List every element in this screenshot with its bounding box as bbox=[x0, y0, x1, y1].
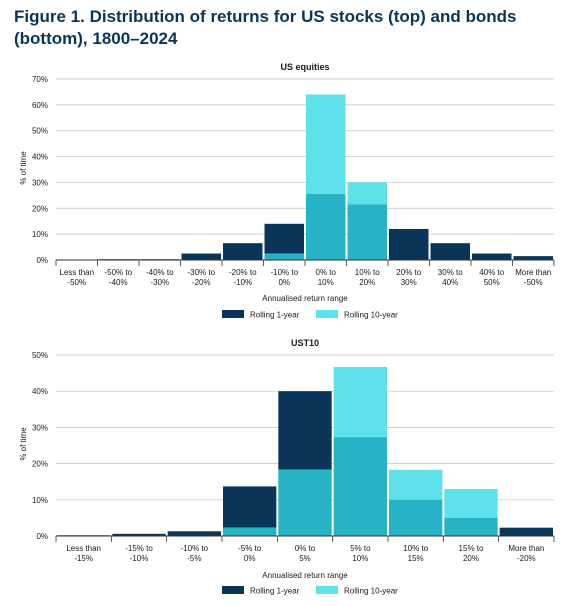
equities-x-tick-label: -10% bbox=[233, 278, 252, 287]
ust10-overlap-bar bbox=[389, 499, 443, 536]
equities-x-tick-label: 20% bbox=[359, 278, 375, 287]
equities-x-tick-label: 40% bbox=[442, 278, 458, 287]
ust10-overlap-bar bbox=[444, 517, 498, 536]
ust10-x-tick-label: -10% to bbox=[181, 544, 209, 553]
equities-rolling-1-year-bar bbox=[472, 253, 512, 260]
ust10-rolling-1-year-bar bbox=[167, 531, 221, 536]
equities-x-tick-label: 20% to bbox=[396, 268, 421, 277]
equities-x-tick-label: Less than bbox=[59, 268, 94, 277]
ust10-x-tick-label: -20% bbox=[517, 554, 536, 563]
equities-overlap-bar bbox=[347, 204, 387, 260]
equities-x-tick-label: -40% to bbox=[146, 268, 174, 277]
equities-rolling-1-year-bar bbox=[264, 223, 304, 254]
equities-y-tick-label: 10% bbox=[32, 230, 48, 239]
equities-rolling-1-year-bar bbox=[389, 228, 429, 260]
equities-x-tick-label: 0% to bbox=[316, 268, 337, 277]
ust10-y-tick-label: 20% bbox=[32, 460, 48, 469]
equities-legend-swatch-rolling-1-year bbox=[222, 310, 244, 318]
equities-x-tick-label: -50% bbox=[524, 278, 543, 287]
ust10-x-tick-label: -15% bbox=[74, 554, 93, 563]
ust10-y-tick-label: 50% bbox=[32, 351, 48, 360]
ust10-x-tick-label: -10% bbox=[130, 554, 149, 563]
ust10-rolling-10-year-bar bbox=[444, 488, 498, 518]
equities-x-tick-label: -30% bbox=[150, 278, 169, 287]
ust10-legend-swatch-rolling-10-year bbox=[316, 586, 338, 594]
ust10-x-axis-label: Annualised return range bbox=[262, 571, 348, 580]
equities-x-tick-label: -20% to bbox=[229, 268, 257, 277]
figure-title: Figure 1. Distribution of returns for US… bbox=[14, 7, 517, 48]
equities-overlap-bar bbox=[306, 194, 346, 260]
ust10-x-tick-label: Less than bbox=[66, 544, 101, 553]
equities-rolling-10-year-bar bbox=[347, 182, 387, 205]
ust10-overlap-bar bbox=[333, 437, 387, 536]
ust10-x-tick-label: 5% to bbox=[350, 544, 371, 553]
equities-y-axis-label: % of time bbox=[19, 151, 28, 185]
equities-x-tick-label: 10% to bbox=[355, 268, 380, 277]
ust10-rolling-1-year-bar bbox=[499, 527, 553, 536]
ust10-x-tick-label: -5% bbox=[187, 554, 201, 563]
ust10-overlap-bar bbox=[223, 527, 277, 536]
equities-rolling-1-year-bar bbox=[181, 253, 221, 260]
ust10-x-tick-label: 10% bbox=[352, 554, 368, 563]
equities-x-tick-label: -10% to bbox=[270, 268, 298, 277]
equities-rolling-10-year-bar bbox=[306, 94, 346, 195]
equities-overlap-bar bbox=[264, 253, 304, 260]
equities-x-tick-label: -40% bbox=[109, 278, 128, 287]
ust10-legend-swatch-rolling-1-year bbox=[222, 586, 244, 594]
ust10-y-axis-label: % of time bbox=[19, 427, 28, 461]
equities-legend-swatch-rolling-10-year bbox=[316, 310, 338, 318]
equities-x-tick-label: 10% bbox=[318, 278, 334, 287]
ust10-rolling-10-year-bar bbox=[333, 366, 387, 438]
equities-x-tick-label: -50% to bbox=[104, 268, 132, 277]
equities-chart-title: US equities bbox=[280, 62, 329, 72]
equities-x-tick-label: 30% bbox=[401, 278, 417, 287]
ust10-x-tick-label: 15% to bbox=[459, 544, 484, 553]
equities-y-tick-label: 30% bbox=[32, 178, 48, 187]
ust10-legend-label-rolling-1-year: Rolling 1-year bbox=[250, 587, 300, 596]
equities-x-tick-label: 50% bbox=[484, 278, 500, 287]
ust10-x-tick-label: -15% to bbox=[125, 544, 153, 553]
equities-rolling-1-year-bar bbox=[430, 243, 470, 260]
ust10-x-tick-label: More than bbox=[508, 544, 544, 553]
ust10-x-tick-label: 15% bbox=[408, 554, 424, 563]
ust10-x-tick-label: 0% to bbox=[295, 544, 316, 553]
equities-y-tick-label: 50% bbox=[32, 127, 48, 136]
equities-x-tick-label: -20% bbox=[192, 278, 211, 287]
equities-x-tick-label: 30% to bbox=[438, 268, 463, 277]
equities-rolling-1-year-bar bbox=[223, 243, 263, 260]
ust10-y-tick-label: 40% bbox=[32, 387, 48, 396]
equities-x-tick-label: -30% to bbox=[187, 268, 215, 277]
ust10-x-tick-label: 10% to bbox=[403, 544, 428, 553]
ust10-x-tick-label: 0% bbox=[244, 554, 256, 563]
ust10-y-tick-label: 10% bbox=[32, 496, 48, 505]
equities-x-tick-label: More than bbox=[515, 268, 551, 277]
equities-y-tick-label: 20% bbox=[32, 204, 48, 213]
ust10-y-tick-label: 30% bbox=[32, 423, 48, 432]
equities-x-tick-label: 0% bbox=[278, 278, 290, 287]
ust10-rolling-1-year-bar bbox=[278, 391, 332, 470]
equities-y-tick-label: 0% bbox=[36, 256, 48, 265]
ust10-legend-label-rolling-10-year: Rolling 10-year bbox=[344, 587, 398, 596]
equities-rolling-1-year-bar bbox=[513, 256, 553, 260]
equities-y-tick-label: 40% bbox=[32, 153, 48, 162]
ust10-rolling-1-year-bar bbox=[223, 486, 277, 528]
ust10-x-tick-label: -5% to bbox=[238, 544, 262, 553]
ust10-chart-title: UST10 bbox=[291, 338, 319, 348]
equities-legend-label-rolling-1-year: Rolling 1-year bbox=[250, 311, 300, 320]
ust10-rolling-1-year-bar bbox=[112, 533, 166, 536]
equities-x-axis-label: Annualised return range bbox=[262, 294, 348, 303]
equities-legend-label-rolling-10-year: Rolling 10-year bbox=[344, 311, 398, 320]
equities-y-tick-label: 70% bbox=[32, 75, 48, 84]
ust10-overlap-bar bbox=[278, 469, 332, 536]
equities-x-tick-label: -50% bbox=[67, 278, 86, 287]
ust10-x-tick-label: 20% bbox=[463, 554, 479, 563]
ust10-y-tick-label: 0% bbox=[36, 532, 48, 541]
equities-x-tick-label: 40% to bbox=[479, 268, 504, 277]
ust10-x-tick-label: 5% bbox=[299, 554, 311, 563]
ust10-rolling-10-year-bar bbox=[389, 469, 443, 500]
equities-y-tick-label: 60% bbox=[32, 101, 48, 110]
